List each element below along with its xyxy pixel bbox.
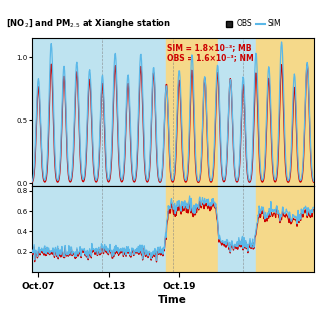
Bar xyxy=(256,186,314,272)
Bar xyxy=(32,186,166,272)
X-axis label: Time: Time xyxy=(158,295,187,305)
Text: SIM = 1.8×10⁻³; MB
OBS = 1.6×10⁻³; NM: SIM = 1.8×10⁻³; MB OBS = 1.6×10⁻³; NM xyxy=(167,43,254,62)
Legend: OBS, SIM: OBS, SIM xyxy=(222,16,284,32)
Bar xyxy=(218,186,256,272)
Bar xyxy=(166,186,218,272)
Bar xyxy=(218,38,256,186)
Text: [NO$_2$] and PM$_{2.5}$ at Xianghe station: [NO$_2$] and PM$_{2.5}$ at Xianghe stati… xyxy=(6,17,172,30)
Bar xyxy=(32,38,166,186)
Bar xyxy=(166,38,218,186)
Bar xyxy=(256,38,314,186)
